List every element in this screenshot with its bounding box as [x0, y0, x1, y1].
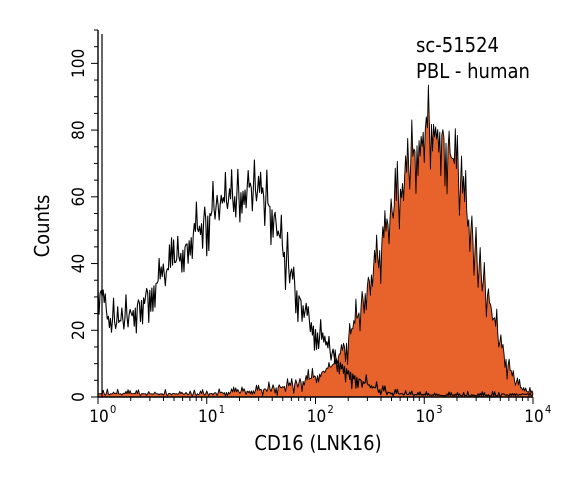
x-tick-label: 10 4 [524, 403, 551, 427]
x-axis-label: CD16 (LNK16) [254, 431, 381, 455]
y-tick-label: 80 [69, 120, 89, 139]
x-tick-label: 10 1 [198, 403, 225, 427]
annotation-line-1: sc-51524 [416, 33, 499, 57]
labels-layer: sc-51524 PBL - human CD16 (LNK16) Counts [30, 33, 530, 455]
x-tick-base: 10 [89, 407, 108, 427]
y-tick-label: 40 [69, 254, 89, 273]
x-tick-exponent: 2 [328, 403, 334, 416]
x-tick-exponent: 4 [545, 403, 551, 416]
x-tick-label: 10 0 [89, 403, 116, 427]
x-tick-exponent: 1 [219, 403, 225, 416]
x-tick-base: 10 [416, 407, 435, 427]
x-tick-label: 10 3 [416, 403, 443, 427]
y-tick-label: 60 [69, 187, 89, 206]
x-tick-base: 10 [198, 407, 217, 427]
x-tick-label: 10 2 [307, 403, 334, 427]
x-tick-exponent: 3 [436, 403, 442, 416]
annotation-line-2: PBL - human [416, 59, 530, 83]
x-tick-base: 10 [307, 407, 326, 427]
y-axis-label: Counts [30, 195, 54, 258]
y-tick-label: 20 [69, 321, 89, 340]
control-histogram-line [97, 159, 534, 397]
x-tick-base: 10 [524, 407, 543, 427]
x-tick-exponent: 0 [110, 403, 116, 416]
series-layer [97, 84, 534, 398]
y-tick-label: 100 [69, 49, 89, 78]
cd16-stained-histogram-outline [97, 84, 534, 397]
cd16-stained-histogram-fill [98, 85, 533, 398]
y-tick-label: 0 [69, 392, 89, 402]
